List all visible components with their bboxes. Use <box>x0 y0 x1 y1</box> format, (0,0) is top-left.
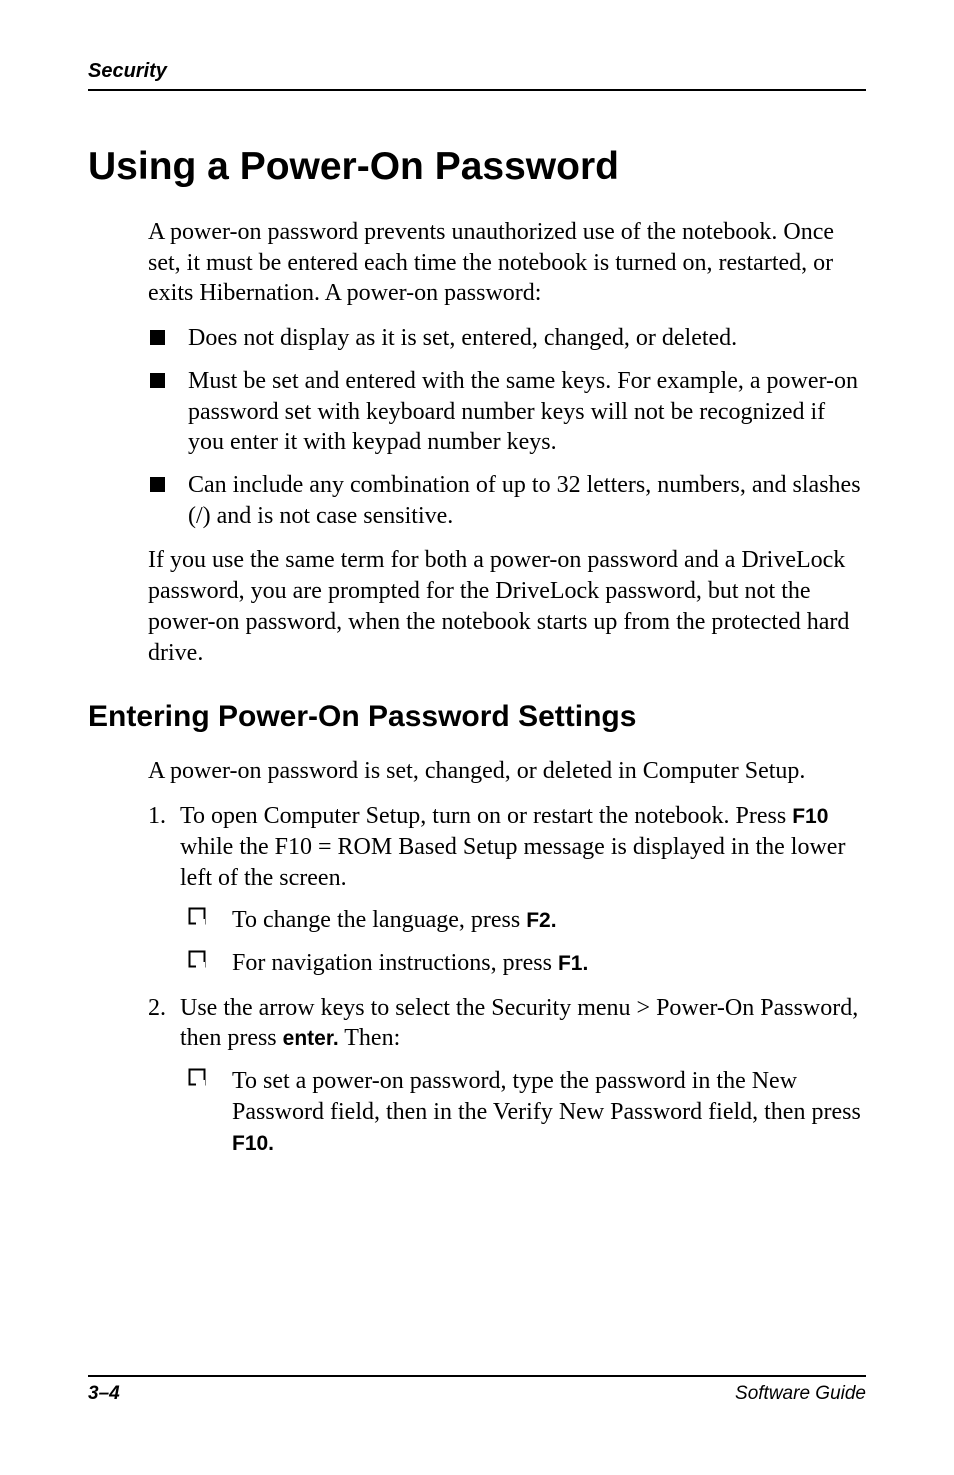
intro-paragraph: A power-on password prevents unauthorize… <box>148 217 866 309</box>
hollow-square-icon <box>188 1068 206 1086</box>
page-number: 3–4 <box>88 1383 120 1405</box>
bullet-item: Must be set and entered with the same ke… <box>148 366 866 458</box>
sub-text: To set a power-on password, type the pas… <box>232 1068 861 1125</box>
key-label: F2. <box>526 909 556 932</box>
running-head: Security <box>88 60 866 91</box>
sub-intro: A power-on password is set, changed, or … <box>148 756 866 787</box>
bullet-item: Does not display as it is set, entered, … <box>148 323 866 354</box>
footer-guide: Software Guide <box>735 1383 866 1405</box>
key-label: F10. <box>232 1132 274 1155</box>
subheading: Entering Power-On Password Settings <box>88 700 866 734</box>
step-item: To open Computer Setup, turn on or resta… <box>148 801 866 979</box>
steps-list: To open Computer Setup, turn on or resta… <box>148 801 866 1158</box>
sub-item: For navigation instructions, press F1. <box>188 948 866 979</box>
sub-item: To change the language, press F2. <box>188 905 866 936</box>
bullet-list: Does not display as it is set, entered, … <box>148 323 866 531</box>
body-content: A power-on password prevents unauthorize… <box>148 217 866 668</box>
sub-text: For navigation instructions, press <box>232 950 558 976</box>
key-label: F1. <box>558 952 588 975</box>
sub-item: To set a power-on password, type the pas… <box>188 1066 866 1158</box>
page-title: Using a Power-On Password <box>88 145 866 189</box>
sub-body: A power-on password is set, changed, or … <box>148 756 866 1158</box>
hollow-square-icon <box>188 950 206 968</box>
key-label: enter. <box>283 1027 339 1050</box>
bullet-item: Can include any combination of up to 32 … <box>148 470 866 531</box>
step-item: Use the arrow keys to select the Securit… <box>148 993 866 1159</box>
key-label: F10 <box>792 805 828 828</box>
sub-list: To set a power-on password, type the pas… <box>188 1066 866 1158</box>
hollow-square-icon <box>188 907 206 925</box>
sub-list: To change the language, press F2. For na… <box>188 905 866 978</box>
step-text: while the F10 = ROM Based Setup message … <box>180 834 845 891</box>
step-text: Then: <box>339 1025 401 1051</box>
after-bullets-paragraph: If you use the same term for both a powe… <box>148 545 866 668</box>
footer: 3–4 Software Guide <box>88 1375 866 1405</box>
sub-text: To change the language, press <box>232 907 526 933</box>
page: Security Using a Power-On Password A pow… <box>0 0 954 1475</box>
step-text: To open Computer Setup, turn on or resta… <box>180 803 792 829</box>
